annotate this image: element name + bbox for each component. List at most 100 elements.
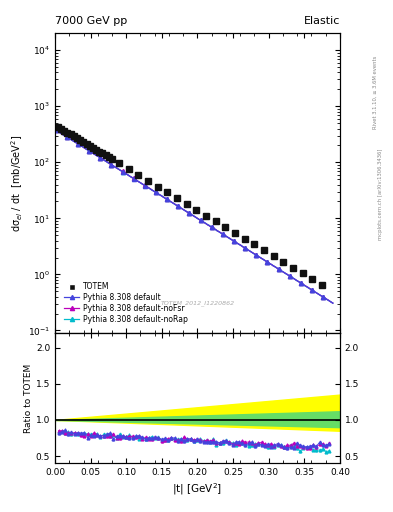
Pythia 8.308 default-noRap bbox=[298, 280, 303, 286]
Pythia 8.308 default bbox=[143, 182, 147, 188]
Pythia 8.308 default-noRap bbox=[310, 287, 314, 293]
Pythia 8.308 default bbox=[265, 259, 270, 265]
Pythia 8.308 default-noFsr bbox=[98, 155, 103, 161]
Pythia 8.308 default-noRap bbox=[98, 155, 103, 161]
Text: Rivet 3.1.10, ≥ 3.6M events: Rivet 3.1.10, ≥ 3.6M events bbox=[373, 55, 378, 129]
TOTEM bbox=[252, 241, 257, 247]
TOTEM bbox=[68, 132, 73, 138]
Pythia 8.308 default-noFsr bbox=[220, 231, 225, 238]
Pythia 8.308 default bbox=[109, 162, 114, 168]
TOTEM bbox=[310, 276, 315, 282]
TOTEM bbox=[233, 230, 237, 236]
Pythia 8.308 default bbox=[220, 231, 225, 237]
Text: 7000 GeV pp: 7000 GeV pp bbox=[55, 16, 127, 26]
Pythia 8.308 default bbox=[231, 238, 236, 244]
TOTEM bbox=[213, 218, 218, 224]
Pythia 8.308 default-noFsr bbox=[321, 294, 325, 300]
Pythia 8.308 default-noRap bbox=[265, 259, 270, 265]
Pythia 8.308 default-noFsr bbox=[209, 224, 214, 230]
TOTEM bbox=[262, 247, 266, 253]
Pythia 8.308 default-noRap bbox=[176, 203, 181, 209]
TOTEM bbox=[103, 153, 108, 159]
TOTEM bbox=[146, 178, 151, 184]
X-axis label: |t| [GeV$^2$]: |t| [GeV$^2$] bbox=[173, 481, 222, 497]
Pythia 8.308 default-noRap bbox=[87, 147, 92, 154]
Pythia 8.308 default-noFsr bbox=[87, 148, 92, 154]
TOTEM bbox=[184, 201, 189, 207]
TOTEM bbox=[156, 183, 160, 189]
TOTEM bbox=[78, 137, 83, 143]
Pythia 8.308 default-noFsr bbox=[276, 266, 281, 272]
TOTEM bbox=[75, 135, 79, 141]
TOTEM bbox=[117, 160, 121, 166]
Pythia 8.308 default bbox=[176, 203, 181, 209]
TOTEM bbox=[81, 139, 86, 145]
Pythia 8.308 default-noRap bbox=[231, 238, 236, 244]
Pythia 8.308 default-noFsr bbox=[310, 287, 314, 293]
Pythia 8.308 default-noFsr bbox=[154, 189, 158, 196]
Pythia 8.308 default bbox=[64, 134, 69, 140]
Line: TOTEM: TOTEM bbox=[55, 124, 325, 288]
TOTEM bbox=[72, 133, 76, 139]
Text: TOTEM_2012_I1220862: TOTEM_2012_I1220862 bbox=[160, 300, 235, 306]
Pythia 8.308 default bbox=[287, 273, 292, 279]
Pythia 8.308 default bbox=[187, 210, 192, 217]
TOTEM bbox=[272, 253, 276, 259]
Pythia 8.308 default-noRap bbox=[131, 175, 136, 181]
Legend: TOTEM, Pythia 8.308 default, Pythia 8.308 default-noFsr, Pythia 8.308 default-no: TOTEM, Pythia 8.308 default, Pythia 8.30… bbox=[62, 280, 190, 326]
Pythia 8.308 default bbox=[98, 155, 103, 161]
Pythia 8.308 default bbox=[254, 252, 259, 258]
Pythia 8.308 default-noRap bbox=[165, 196, 169, 202]
Pythia 8.308 default-noRap bbox=[187, 210, 192, 217]
Pythia 8.308 default-noRap bbox=[53, 127, 58, 133]
Pythia 8.308 default-noRap bbox=[154, 189, 158, 196]
Y-axis label: Ratio to TOTEM: Ratio to TOTEM bbox=[24, 364, 33, 433]
Pythia 8.308 default-noFsr bbox=[76, 141, 81, 147]
Pythia 8.308 default bbox=[198, 217, 203, 223]
Pythia 8.308 default bbox=[310, 287, 314, 293]
Pythia 8.308 default bbox=[276, 266, 281, 272]
Pythia 8.308 default-noFsr bbox=[243, 245, 248, 251]
TOTEM bbox=[59, 125, 63, 132]
Pythia 8.308 default bbox=[154, 189, 158, 196]
Pythia 8.308 default-noFsr bbox=[231, 238, 236, 244]
TOTEM bbox=[90, 145, 95, 151]
Pythia 8.308 default-noRap bbox=[287, 273, 292, 279]
Pythia 8.308 default bbox=[53, 127, 58, 133]
Pythia 8.308 default bbox=[87, 148, 92, 154]
Pythia 8.308 default-noRap bbox=[76, 141, 81, 147]
TOTEM bbox=[97, 148, 102, 155]
Pythia 8.308 default-noRap bbox=[254, 252, 259, 259]
Pythia 8.308 default-noFsr bbox=[198, 217, 203, 223]
Line: Pythia 8.308 default-noFsr: Pythia 8.308 default-noFsr bbox=[54, 128, 325, 299]
Text: Elastic: Elastic bbox=[303, 16, 340, 26]
Pythia 8.308 default-noFsr bbox=[143, 182, 147, 188]
Line: Pythia 8.308 default-noRap: Pythia 8.308 default-noRap bbox=[54, 128, 325, 299]
TOTEM bbox=[94, 146, 98, 153]
Pythia 8.308 default-noRap bbox=[276, 266, 281, 272]
Line: Pythia 8.308 default: Pythia 8.308 default bbox=[54, 128, 325, 299]
TOTEM bbox=[194, 207, 199, 213]
TOTEM bbox=[55, 124, 60, 130]
TOTEM bbox=[107, 154, 111, 160]
Pythia 8.308 default-noRap bbox=[243, 245, 248, 251]
Pythia 8.308 default bbox=[298, 280, 303, 286]
TOTEM bbox=[127, 166, 131, 173]
TOTEM bbox=[320, 282, 325, 288]
TOTEM bbox=[291, 265, 296, 271]
Pythia 8.308 default-noRap bbox=[198, 217, 203, 223]
Pythia 8.308 default-noFsr bbox=[53, 127, 58, 133]
Pythia 8.308 default-noFsr bbox=[176, 203, 181, 209]
TOTEM bbox=[242, 236, 247, 242]
TOTEM bbox=[175, 195, 180, 201]
TOTEM bbox=[165, 189, 170, 196]
Pythia 8.308 default-noRap bbox=[321, 294, 325, 300]
TOTEM bbox=[87, 143, 92, 149]
Pythia 8.308 default-noRap bbox=[220, 231, 225, 237]
TOTEM bbox=[300, 270, 305, 276]
Pythia 8.308 default bbox=[131, 176, 136, 182]
Pythia 8.308 default-noFsr bbox=[298, 280, 303, 286]
Text: mcplots.cern.ch [arXiv:1306.3436]: mcplots.cern.ch [arXiv:1306.3436] bbox=[378, 149, 383, 240]
Pythia 8.308 default-noFsr bbox=[109, 162, 114, 168]
Pythia 8.308 default-noFsr bbox=[64, 134, 69, 140]
